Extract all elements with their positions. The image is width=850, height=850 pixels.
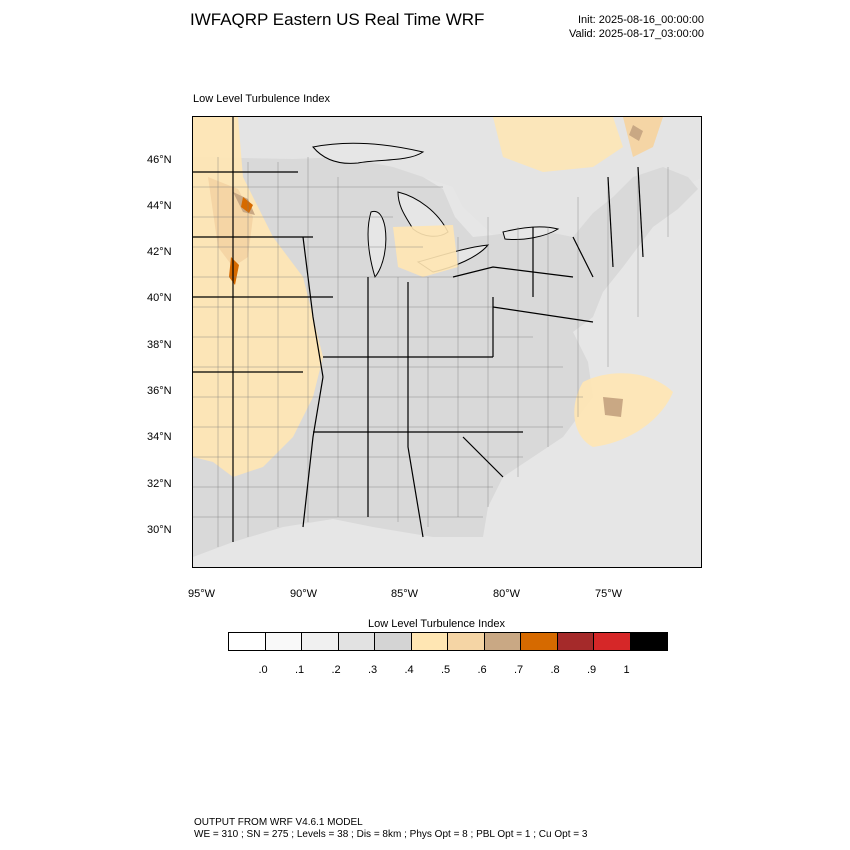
colorbar-box (484, 633, 521, 650)
run-info: Init: 2025-08-16_00:00:00 Valid: 2025-08… (569, 13, 704, 41)
lat-label: 42°N (147, 246, 172, 258)
colorbar-tick-label: .1 (295, 664, 305, 676)
turbulence-offshore (574, 373, 673, 447)
colorbar-tick-label: .3 (368, 664, 378, 676)
turbulence-northeast-high (629, 125, 643, 141)
colorbar-box (521, 633, 558, 650)
lon-label: 80°W (493, 588, 521, 600)
lat-label: 36°N (147, 385, 172, 397)
turbulence-canada (493, 117, 623, 172)
colorbar-box (557, 633, 594, 650)
lake-superior (312, 142, 425, 164)
footer: OUTPUT FROM WRF V4.6.1 MODEL WE = 310 ; … (194, 817, 587, 841)
turbulence-west-peak2 (241, 197, 253, 213)
footer-line-1: OUTPUT FROM WRF V4.6.1 MODEL (194, 817, 363, 828)
colorbar-tick-label: .8 (550, 664, 560, 676)
colorbar-tick-label: .6 (477, 664, 487, 676)
lon-label: 85°W (391, 588, 419, 600)
colorbar-box (411, 633, 448, 650)
valid-time: Valid: 2025-08-17_03:00:00 (569, 28, 704, 40)
colorbar-tick-label: .0 (258, 664, 268, 676)
colorbar-box (448, 633, 485, 650)
lon-label: 95°W (188, 588, 216, 600)
init-time: Init: 2025-08-16_00:00:00 (578, 14, 704, 26)
lat-label: 30°N (147, 524, 172, 536)
colorbar-box (630, 633, 667, 650)
colorbar-tick-label: .5 (441, 664, 451, 676)
lake-michigan (367, 210, 387, 279)
colorbar-box (302, 633, 339, 650)
colorbar-tick-label: .2 (331, 664, 341, 676)
turbulence-offshore-core (603, 397, 623, 417)
colorbar (228, 632, 668, 651)
lat-label: 32°N (147, 478, 172, 490)
lat-label: 44°N (147, 200, 172, 212)
colorbar-tick-label: .9 (587, 664, 597, 676)
colorbar-tick-label: .4 (404, 664, 414, 676)
turbulence-west-peak (229, 257, 239, 285)
turbulence-michigan (393, 225, 458, 277)
colorbar-box (265, 633, 302, 650)
state-boundaries (193, 117, 644, 542)
figure-title: IWFAQRP Eastern US Real Time WRF (190, 10, 485, 29)
lon-label: 90°W (290, 588, 318, 600)
colorbar-title: Low Level Turbulence Index (368, 618, 505, 630)
lat-label: 34°N (147, 431, 172, 443)
colorbar-box (229, 633, 266, 650)
county-lines (193, 157, 669, 547)
footer-line-2: WE = 310 ; SN = 275 ; Levels = 38 ; Dis … (194, 829, 588, 840)
panel-title: Low Level Turbulence Index (193, 93, 330, 105)
map-area (192, 116, 702, 568)
lat-label: 46°N (147, 154, 172, 166)
colorbar-tick-label: .7 (514, 664, 524, 676)
lon-label: 75°W (595, 588, 623, 600)
lat-label: 40°N (147, 292, 172, 304)
lat-label: 38°N (147, 339, 172, 351)
colorbar-box (375, 633, 412, 650)
colorbar-box (338, 633, 375, 650)
colorbar-tick-label: 1 (623, 664, 630, 676)
lake-ontario (502, 226, 560, 240)
map-svg (193, 117, 701, 567)
colorbar-box (594, 633, 631, 650)
